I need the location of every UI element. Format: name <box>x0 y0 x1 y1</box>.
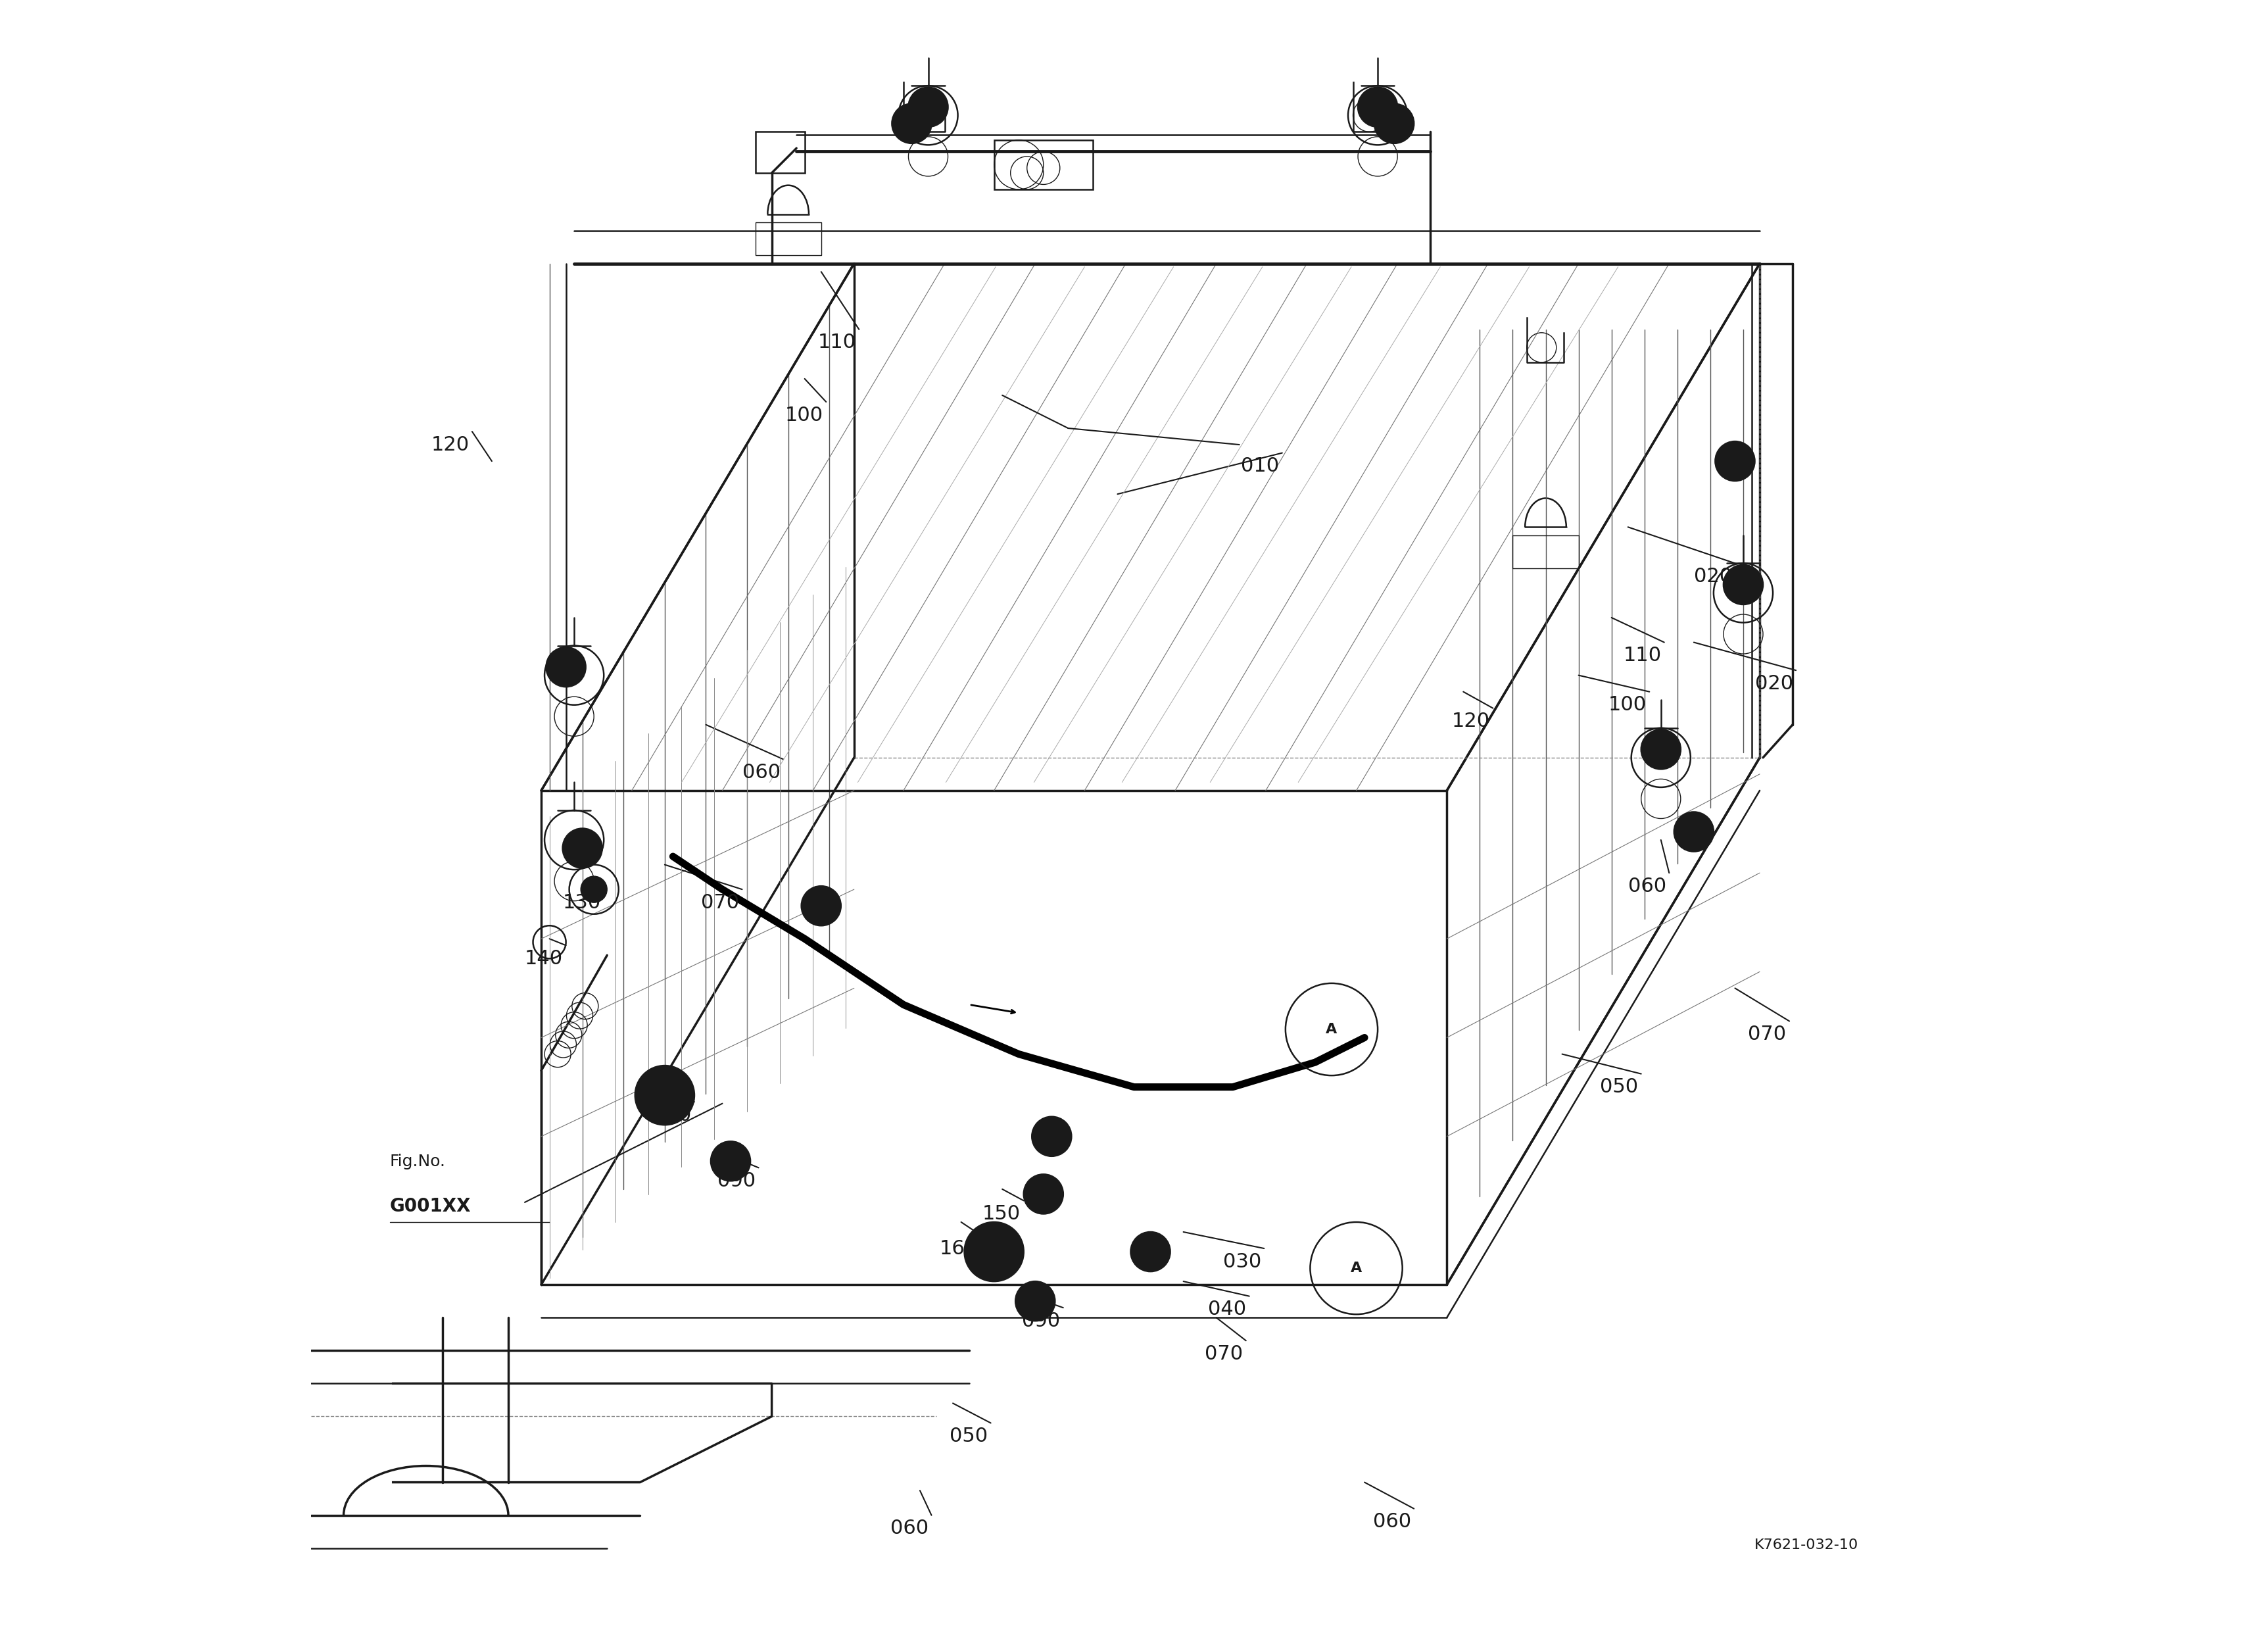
Circle shape <box>891 104 932 143</box>
Circle shape <box>1359 87 1397 127</box>
Text: 030: 030 <box>1222 1252 1261 1271</box>
Bar <box>755 222 821 255</box>
Text: 060: 060 <box>1372 1512 1411 1532</box>
Bar <box>755 132 805 173</box>
Circle shape <box>964 1222 1023 1281</box>
Circle shape <box>1715 441 1755 481</box>
Text: 010: 010 <box>1241 456 1279 476</box>
Circle shape <box>909 87 948 127</box>
Circle shape <box>717 1148 744 1174</box>
Text: 110: 110 <box>1624 646 1660 665</box>
Text: 080: 080 <box>653 1105 692 1125</box>
Text: 070: 070 <box>701 893 739 912</box>
Text: 020: 020 <box>1755 674 1794 693</box>
Circle shape <box>1642 730 1681 769</box>
Text: Fig.No.: Fig.No. <box>390 1153 445 1169</box>
Text: A: A <box>1352 1262 1363 1275</box>
Circle shape <box>547 647 585 687</box>
Text: 110: 110 <box>819 333 855 352</box>
Circle shape <box>980 1239 1007 1265</box>
Text: 160: 160 <box>939 1239 978 1258</box>
Text: 120: 120 <box>1452 712 1490 731</box>
Circle shape <box>1374 104 1413 143</box>
Circle shape <box>635 1066 694 1125</box>
Circle shape <box>1674 812 1715 851</box>
Circle shape <box>1724 565 1762 604</box>
Text: G001XX: G001XX <box>390 1197 472 1215</box>
Text: 070: 070 <box>1204 1344 1243 1364</box>
Circle shape <box>562 828 601 868</box>
Text: 150: 150 <box>982 1204 1021 1224</box>
Circle shape <box>1023 1288 1048 1314</box>
Circle shape <box>1032 1117 1070 1156</box>
Text: 050: 050 <box>1599 1077 1637 1097</box>
Circle shape <box>710 1141 751 1181</box>
Text: 080: 080 <box>973 1255 1012 1275</box>
Text: 070: 070 <box>1749 1024 1787 1044</box>
Circle shape <box>1016 1281 1055 1321</box>
Circle shape <box>1023 1174 1064 1214</box>
Circle shape <box>801 886 841 926</box>
Text: A: A <box>1327 1023 1338 1036</box>
Text: 060: 060 <box>891 1519 928 1538</box>
Bar <box>993 140 1093 189</box>
Text: 060: 060 <box>742 763 780 782</box>
Text: 100: 100 <box>1608 695 1647 715</box>
Circle shape <box>581 876 608 903</box>
Text: 140: 140 <box>524 949 562 968</box>
Text: 040: 040 <box>1209 1299 1247 1319</box>
Circle shape <box>1132 1232 1170 1271</box>
Circle shape <box>651 1082 678 1108</box>
Text: 090: 090 <box>1023 1311 1059 1331</box>
Text: 120: 120 <box>431 435 469 455</box>
Text: 100: 100 <box>785 405 823 425</box>
Text: 130: 130 <box>562 893 601 912</box>
Text: 090: 090 <box>717 1171 755 1191</box>
Text: K7621-032-10: K7621-032-10 <box>1755 1538 1857 1551</box>
Text: 050: 050 <box>950 1426 989 1446</box>
Bar <box>1513 535 1579 568</box>
Text: 060: 060 <box>1628 876 1667 896</box>
Text: 020: 020 <box>1694 567 1733 586</box>
